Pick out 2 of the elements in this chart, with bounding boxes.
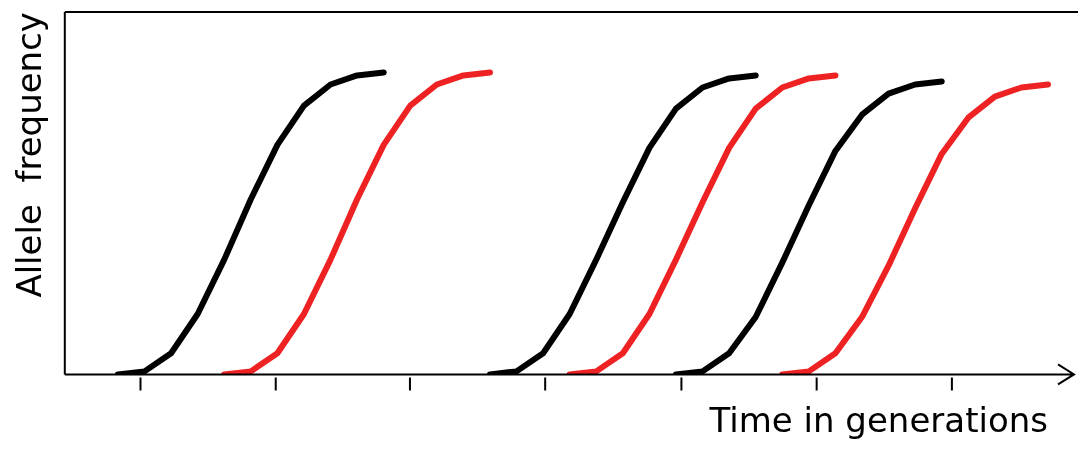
y-axis-title: Allele frequency [9,12,50,298]
x-axis-title: Time in generations [708,400,1048,441]
